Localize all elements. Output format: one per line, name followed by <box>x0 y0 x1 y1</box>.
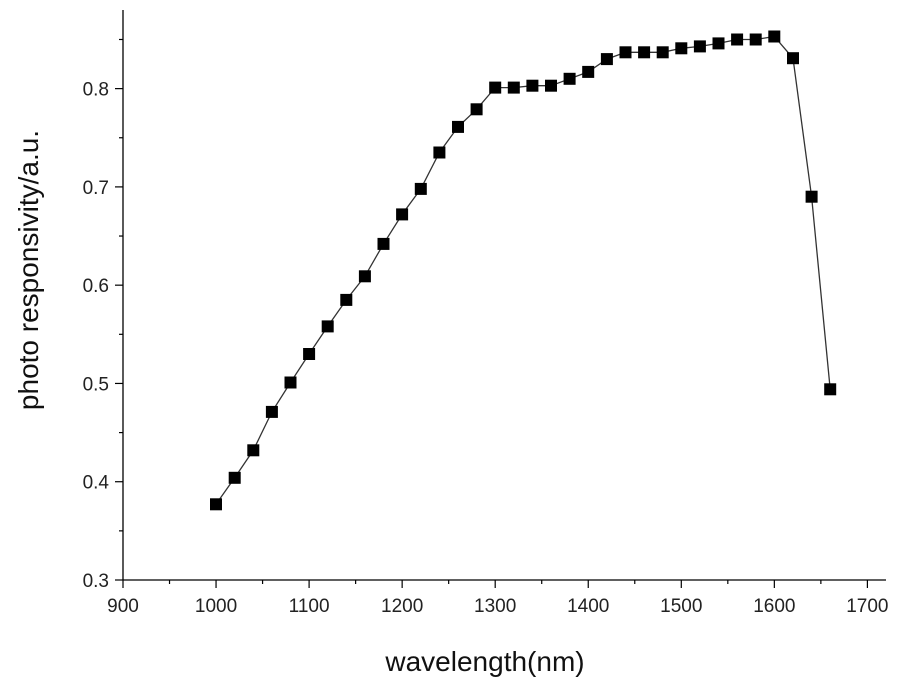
y-axis-title: photo responsivity/a.u. <box>13 130 44 410</box>
data-point <box>340 293 353 306</box>
x-tick-label: 1200 <box>381 596 423 617</box>
data-point <box>470 103 483 116</box>
y-tick-label: 0.5 <box>83 374 109 395</box>
data-point <box>693 40 706 53</box>
x-tick-label: 900 <box>107 596 139 617</box>
data-point <box>396 208 409 221</box>
series-line <box>215 35 831 505</box>
data-point <box>265 405 278 418</box>
data-point <box>563 72 576 85</box>
data-point <box>526 79 539 92</box>
y-tick-label: 0.4 <box>83 473 110 494</box>
data-point <box>321 320 334 333</box>
data-point <box>749 33 762 46</box>
data-point <box>638 46 651 59</box>
data-point <box>210 498 222 511</box>
y-tick-label: 0.3 <box>83 571 109 592</box>
x-tick-label: 1600 <box>753 596 795 617</box>
data-point <box>303 348 316 360</box>
data-point <box>489 81 502 94</box>
x-tick-label: 1500 <box>660 596 702 617</box>
data-point <box>452 120 464 133</box>
data-point <box>247 444 260 457</box>
x-tick-label: 1400 <box>567 596 609 617</box>
x-tick-label: 1100 <box>289 596 330 617</box>
data-point <box>284 376 297 389</box>
data-point <box>731 33 744 46</box>
y-axis-ticks: 0.3 0.4 0.5 0.6 0.7 0.8 <box>83 38 123 592</box>
x-tick-label: 1300 <box>474 596 516 617</box>
x-axis-title: wavelength(nm) <box>384 646 584 677</box>
data-point <box>675 42 688 55</box>
y-tick-label: 0.8 <box>83 80 109 101</box>
x-tick-label: 1700 <box>846 596 888 617</box>
x-axis-ticks: 900 1000 1100 1200 1300 1400 1500 1600 1700 <box>107 580 889 617</box>
data-point <box>414 182 427 195</box>
data-point <box>358 270 371 283</box>
data-point <box>656 46 669 59</box>
y-tick-label: 0.7 <box>83 178 109 199</box>
data-point <box>582 65 595 78</box>
axes <box>122 10 886 581</box>
data-point <box>824 383 837 396</box>
data-point <box>545 79 557 92</box>
data-point <box>787 52 799 65</box>
x-tick-label: 1000 <box>195 596 237 617</box>
data-point <box>619 46 632 59</box>
data-point <box>768 30 781 43</box>
data-point <box>600 53 613 66</box>
data-point <box>507 81 520 94</box>
data-point <box>712 37 725 50</box>
data-point <box>805 190 818 203</box>
data-markers <box>210 30 837 511</box>
data-point <box>433 146 446 159</box>
y-tick-label: 0.6 <box>83 276 109 297</box>
data-point <box>377 237 390 250</box>
data-point <box>228 471 241 484</box>
